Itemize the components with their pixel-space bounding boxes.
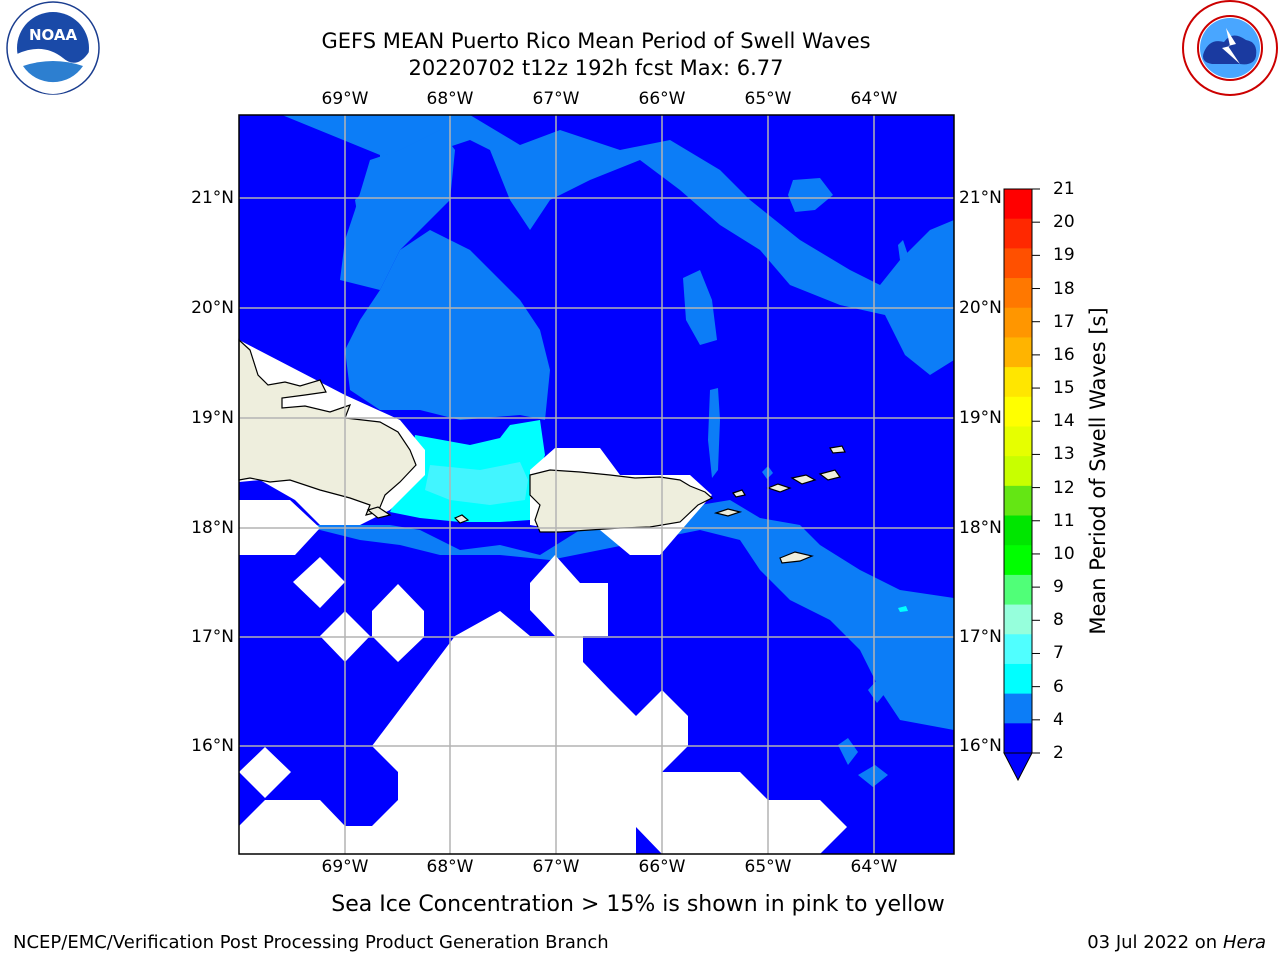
colorbar-cover (1004, 189, 1032, 753)
colorbar-segment (1004, 663, 1032, 695)
colorbar-tick-label: 9 (1053, 577, 1064, 598)
colorbar-segment (1004, 634, 1032, 665)
footer-date-text: 03 Jul 2022 on (1087, 932, 1218, 953)
puerto-rico-land (529, 469, 714, 533)
footer-date: 03 Jul 2022 on Hera (1087, 932, 1266, 954)
lat-label-left: 21°N (191, 188, 234, 208)
colorbar-segment (1004, 337, 1032, 368)
colorbar-segment (1004, 248, 1032, 279)
lat-label-right: 18°N (959, 518, 1002, 538)
colorbar-segment (1004, 545, 1032, 576)
colorbar-frame (1003, 188, 1033, 754)
lon-label-top: 66°W (638, 89, 686, 109)
lon-label-top: 67°W (532, 89, 580, 109)
lat-label-left: 17°N (191, 627, 234, 647)
colorbar-tick-label: 11 (1053, 510, 1075, 531)
colorbar-segment (1004, 189, 1032, 220)
landmasses (238, 338, 846, 564)
colorbar-segment (1004, 456, 1032, 487)
colorbar (1003, 188, 1040, 782)
footer-producer: NCEP/EMC/Verification Post Processing Pr… (13, 932, 609, 953)
colorbar-tick-label: 16 (1053, 344, 1075, 365)
lat-label-left: 16°N (191, 736, 234, 756)
colorbar-segment (1004, 574, 1032, 606)
colorbar-label: Mean Period of Swell Waves [s] (1086, 307, 1110, 635)
lon-label-top: 69°W (321, 89, 369, 109)
colorbar-segment (1004, 367, 1032, 398)
lat-label-right: 16°N (959, 736, 1002, 756)
chart-subtitle: 20220702 t12z 192h fcst Max: 6.77 (408, 56, 784, 80)
colorbar-tick-label: 21 (1053, 179, 1075, 199)
colorbar-tick-label: 8 (1053, 610, 1064, 631)
colorbar-tick-label: 6 (1053, 676, 1064, 697)
lat-label-right: 17°N (959, 627, 1002, 647)
colorbar-tick-label: 19 (1053, 245, 1075, 266)
colorbar-tick-label: 18 (1053, 278, 1075, 299)
lon-label-bottom: 66°W (638, 857, 686, 877)
lat-label-left: 19°N (191, 408, 234, 428)
colorbar-tick-label: 12 (1053, 477, 1075, 498)
lat-label-right: 21°N (959, 188, 1002, 208)
colorbar-tick-label: 20 (1053, 212, 1075, 233)
colorbar-segment (1004, 426, 1032, 457)
colorbar-segment (1004, 218, 1032, 249)
lon-label-bottom: 64°W (850, 857, 898, 877)
colorbar-tick-label: 17 (1053, 311, 1075, 332)
colorbar-segment (1004, 604, 1032, 635)
graticule (239, 115, 954, 854)
nws-logo (1182, 0, 1278, 96)
colorbar-segment (1004, 396, 1032, 427)
colorbar-tick-label: 4 (1053, 709, 1064, 730)
noaa-logo: NOAA (6, 1, 100, 95)
lon-label-top: 64°W (850, 89, 898, 109)
colorbar-tick-label: 7 (1053, 643, 1064, 664)
lon-label-bottom: 69°W (321, 857, 369, 877)
colorbar-segment (1004, 723, 1032, 754)
lon-label-top: 68°W (426, 89, 474, 109)
lat-label-right: 19°N (959, 408, 1002, 428)
map-panel (238, 114, 955, 855)
colorbar-segment (1004, 515, 1032, 546)
colorbar-segment (1004, 485, 1032, 517)
colorbar-segment (1004, 693, 1032, 724)
footer-machine: Hera (1222, 932, 1266, 953)
map-frame (238, 114, 955, 855)
colorbar-tick-label: 10 (1053, 543, 1075, 564)
colorbar-segments (1004, 188, 1040, 754)
colorbar-tick-label: 13 (1053, 444, 1075, 465)
hispaniola-land (238, 338, 417, 516)
colorbar-tick-label: 14 (1053, 411, 1075, 432)
colorbar-segment (1004, 307, 1032, 338)
lat-label-left: 20°N (191, 298, 234, 318)
sea-ice-note: Sea Ice Concentration > 15% is shown in … (331, 892, 945, 917)
swell-band-4-6 (282, 115, 954, 375)
svg-text:NOAA: NOAA (29, 26, 78, 44)
lat-label-left: 18°N (191, 518, 234, 538)
colorbar-tick-label: 2 (1053, 743, 1064, 763)
lon-label-bottom: 65°W (744, 857, 792, 877)
colorbar-segment (1004, 278, 1032, 309)
lon-label-bottom: 67°W (532, 857, 580, 877)
lon-label-bottom: 68°W (426, 857, 474, 877)
colorbar-extend-triangle (1003, 752, 1033, 782)
lat-label-right: 20°N (959, 298, 1002, 318)
chart-title: GEFS MEAN Puerto Rico Mean Period of Swe… (321, 29, 871, 53)
lon-label-top: 65°W (744, 89, 792, 109)
colorbar-tick-label: 15 (1053, 378, 1075, 399)
